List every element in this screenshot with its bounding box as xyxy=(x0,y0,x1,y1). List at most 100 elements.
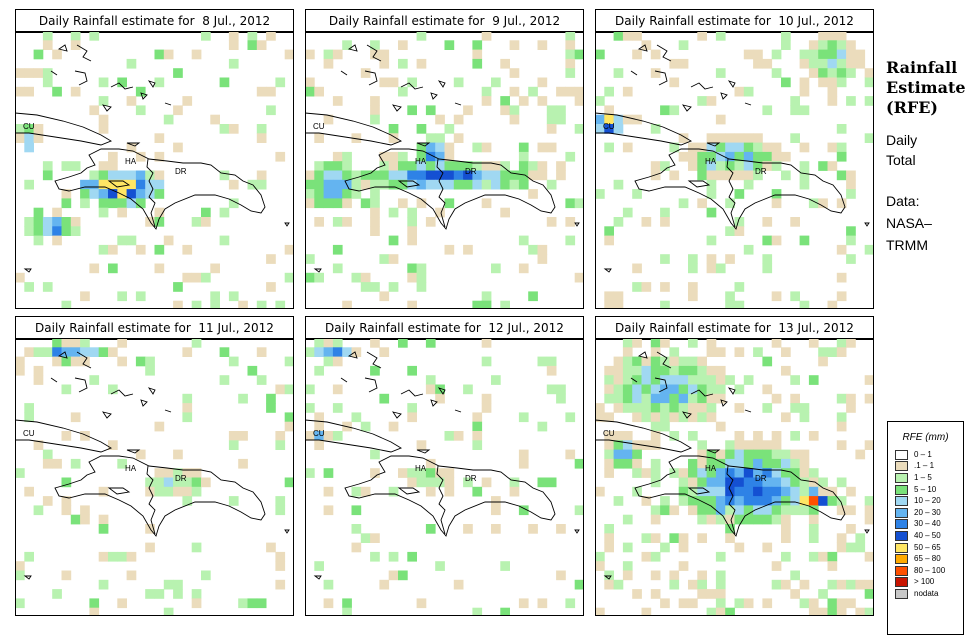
rainfall-grid-svg: CU HA DR xyxy=(595,31,874,309)
legend-swatch xyxy=(895,484,908,495)
legend-swatch xyxy=(895,507,908,518)
country-label-ha: HA xyxy=(125,157,137,166)
legend-label: 20 – 30 xyxy=(914,507,941,517)
map-frame xyxy=(15,338,294,616)
country-label-ha: HA xyxy=(705,157,717,166)
map-panel-3: Daily Rainfall estimate for 10 Jul., 201… xyxy=(595,9,874,309)
legend-swatch xyxy=(895,565,908,576)
title-line: (RFE) xyxy=(886,98,938,117)
legend-item: .1 – 1 xyxy=(895,461,945,473)
rainfall-map: CU HA DR xyxy=(595,338,874,616)
country-border xyxy=(146,158,156,228)
country-label-dr: DR xyxy=(465,474,477,483)
rainfall-map: CU HA DR xyxy=(305,31,584,309)
legend-item: 50 – 65 xyxy=(895,542,945,554)
country-label-dr: DR xyxy=(755,474,767,483)
rainfall-grid-svg: CU HA DR xyxy=(15,338,294,616)
legend-swatch xyxy=(895,530,908,541)
legend-swatch xyxy=(895,472,908,483)
legend-label: 50 – 65 xyxy=(914,542,941,552)
country-label-dr: DR xyxy=(175,474,187,483)
legend-swatch xyxy=(895,519,908,530)
rainfall-cells xyxy=(15,31,294,309)
coastline xyxy=(595,44,870,273)
map-panel-2: Daily Rainfall estimate for 9 Jul., 2012… xyxy=(305,9,584,309)
map-panel-6: Daily Rainfall estimate for 13 Jul., 201… xyxy=(595,316,874,616)
legend-label: > 100 xyxy=(914,577,935,587)
legend-swatch xyxy=(895,577,908,588)
legend-item: 1 – 5 xyxy=(895,472,945,484)
map-frame xyxy=(15,31,294,309)
rainfall-map: CU HA DR xyxy=(15,338,294,616)
legend-swatch xyxy=(895,449,908,460)
legend-item: 65 – 80 xyxy=(895,553,945,565)
data-source-text: Data: NASA– TRMM xyxy=(886,190,971,256)
figure-title: Rainfall Estimate (RFE) xyxy=(886,58,971,118)
legend-swatch xyxy=(895,542,908,553)
legend-item: 40 – 50 xyxy=(895,530,945,542)
rainfall-cells xyxy=(595,338,874,616)
legend-label: 5 – 10 xyxy=(914,484,937,494)
map-panel-5: Daily Rainfall estimate for 12 Jul., 201… xyxy=(305,316,584,616)
title-line: Estimate xyxy=(886,78,966,97)
rainfall-cells xyxy=(595,31,874,309)
legend-label: 65 – 80 xyxy=(914,554,941,564)
coastline xyxy=(305,351,580,580)
daily-total-text: Daily Total xyxy=(886,130,971,170)
country-border xyxy=(726,158,736,228)
legend-swatch xyxy=(895,588,908,599)
legend-item: 30 – 40 xyxy=(895,519,945,531)
country-label-cu: CU xyxy=(603,122,615,131)
country-border xyxy=(436,465,446,535)
title-line: Rainfall xyxy=(886,58,958,77)
legend-label: 0 – 1 xyxy=(914,449,932,459)
legend-item: nodata xyxy=(895,588,945,600)
country-label-cu: CU xyxy=(23,429,35,438)
rainfall-cells xyxy=(305,338,584,616)
legend-item: 5 – 10 xyxy=(895,484,945,496)
legend-label: 80 – 100 xyxy=(914,565,946,575)
legend-item: 80 – 100 xyxy=(895,565,945,577)
coastline xyxy=(15,44,290,273)
text-line: Data: xyxy=(886,193,920,209)
rainfall-grid-svg: CU HA DR xyxy=(305,31,584,309)
legend-label: 40 – 50 xyxy=(914,530,941,540)
country-label-ha: HA xyxy=(415,157,427,166)
map-frame xyxy=(595,31,874,309)
map-frame xyxy=(595,338,874,616)
panel-title: Daily Rainfall estimate for 12 Jul., 201… xyxy=(305,316,584,340)
rainfall-grid-svg: CU HA DR xyxy=(15,31,294,309)
country-label-cu: CU xyxy=(313,122,325,131)
legend-item: 10 – 20 xyxy=(895,495,945,507)
legend-label: 30 – 40 xyxy=(914,519,941,529)
country-label-ha: HA xyxy=(125,464,137,473)
country-label-ha: HA xyxy=(415,464,427,473)
country-label-cu: CU xyxy=(23,122,35,131)
country-border xyxy=(146,465,156,535)
legend-item: 20 – 30 xyxy=(895,507,945,519)
rainfall-grid-svg: CU HA DR xyxy=(595,338,874,616)
text-line: Daily xyxy=(886,132,918,148)
country-label-ha: HA xyxy=(705,464,717,473)
country-border xyxy=(436,158,446,228)
coastline xyxy=(15,351,290,580)
panel-title: Daily Rainfall estimate for 8 Jul., 2012 xyxy=(15,9,294,33)
rainfall-grid-svg: CU HA DR xyxy=(305,338,584,616)
legend-item: > 100 xyxy=(895,577,945,589)
text-line: TRMM xyxy=(886,237,928,253)
legend-label: 1 – 5 xyxy=(914,472,932,482)
legend-title: RFE (mm) xyxy=(902,432,949,443)
rainfall-map: CU HA DR xyxy=(305,338,584,616)
panel-title: Daily Rainfall estimate for 11 Jul., 201… xyxy=(15,316,294,340)
map-panel-4: Daily Rainfall estimate for 11 Jul., 201… xyxy=(15,316,294,616)
map-frame xyxy=(305,338,584,616)
legend-swatch xyxy=(895,496,908,507)
text-line: Total xyxy=(886,152,916,168)
panel-title: Daily Rainfall estimate for 13 Jul., 201… xyxy=(595,316,874,340)
map-frame xyxy=(305,31,584,309)
map-panel-1: Daily Rainfall estimate for 8 Jul., 2012… xyxy=(15,9,294,309)
panel-title: Daily Rainfall estimate for 9 Jul., 2012 xyxy=(305,9,584,33)
rainfall-map: CU HA DR xyxy=(15,31,294,309)
